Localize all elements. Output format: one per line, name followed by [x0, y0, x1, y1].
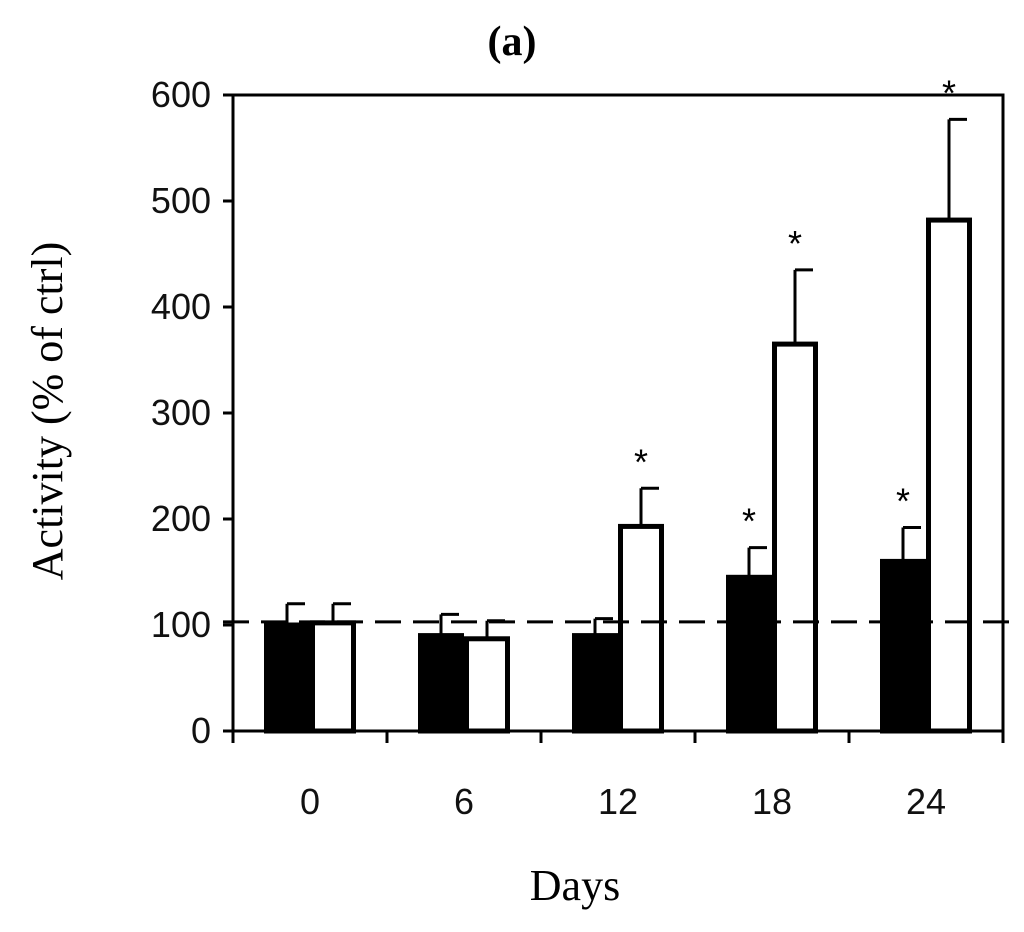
y-tick-label: 0	[191, 710, 211, 751]
bar	[726, 574, 772, 734]
significance-star: *	[942, 72, 956, 113]
y-tick-label: 100	[151, 604, 211, 645]
y-axis-title: Activity (% of ctrl)	[23, 242, 72, 580]
x-tick-label: 24	[906, 781, 946, 822]
y-tick-label: 500	[151, 180, 211, 221]
x-tick-label: 12	[598, 781, 638, 822]
x-tick-label: 18	[752, 781, 792, 822]
significance-star: *	[896, 480, 910, 521]
y-tick-label: 400	[151, 286, 211, 327]
y-tick-label: 600	[151, 74, 211, 115]
y-tick-label: 300	[151, 392, 211, 433]
x-axis-title: Days	[530, 861, 620, 910]
bar	[418, 633, 464, 734]
significance-star: *	[742, 501, 756, 542]
bar	[618, 523, 664, 734]
bar	[264, 622, 310, 734]
x-tick-label: 6	[454, 781, 474, 822]
plot-frame	[231, 93, 1005, 733]
bar	[464, 636, 510, 734]
significance-star: *	[788, 223, 802, 264]
chart-title: (a)	[488, 19, 537, 65]
plot-area: 0 100 200 300 400 500 600 0 6 12 18 24 * * * * *	[151, 72, 1017, 822]
significance-star: *	[634, 441, 648, 482]
bar	[926, 217, 972, 734]
x-tick-label: 0	[300, 781, 320, 822]
y-tick-label: 200	[151, 498, 211, 539]
bar	[310, 620, 356, 734]
bar	[880, 558, 926, 734]
bar	[572, 633, 618, 734]
bar	[772, 341, 818, 734]
